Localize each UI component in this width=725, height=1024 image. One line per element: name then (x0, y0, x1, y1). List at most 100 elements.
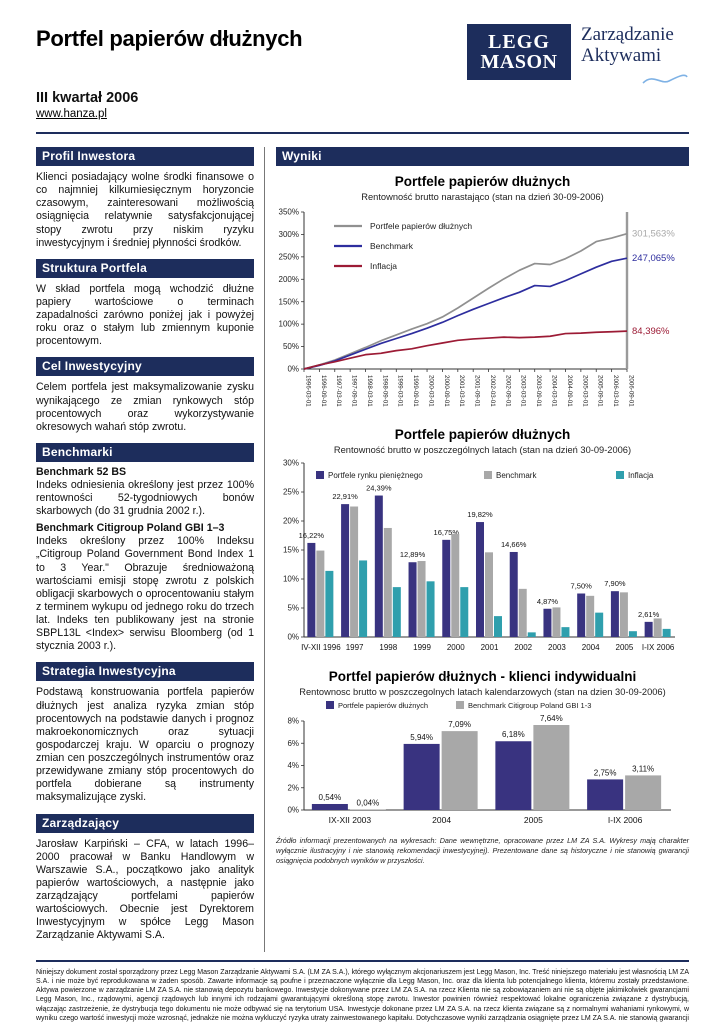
cumulative-returns-chart-block: Portfele papierów dłużnych Rentowność br… (276, 174, 689, 419)
report-period: III kwartał 2006 (36, 90, 139, 106)
y-tick-label: 2% (287, 783, 299, 792)
x-category-label: 2000 (447, 643, 465, 652)
yearly-returns-bar-chart: 0% 5% 10% 15% 20% 25% 30% 16,22% IV-XII 1996 22,9… (276, 457, 689, 661)
bar (561, 627, 570, 637)
section-header-profil: Profil Inwestora (36, 147, 254, 166)
bar (586, 595, 595, 637)
bar (383, 527, 392, 637)
section-header-strategia: Strategia Inwestycyjna (36, 662, 254, 682)
bar-value-label: 14,66% (501, 540, 527, 549)
y-tick-label: 5% (287, 604, 299, 613)
line-series-2 (303, 330, 628, 370)
bar (552, 607, 561, 637)
y-tick-label: 250% (279, 252, 299, 261)
bar (325, 570, 334, 637)
footer-divider (36, 959, 689, 962)
x-tick-label: 1999-09-01 (412, 375, 419, 407)
individual-clients-chart-block: Portfel papierów dłużnych - klienci indy… (276, 669, 689, 830)
bar-value-label: 0,04% (357, 799, 380, 808)
x-tick-label: 2002-03-01 (489, 375, 496, 407)
left-column: Profil Inwestora Klienci posiadający wol… (36, 147, 265, 952)
x-tick-label: 2000-03-01 (427, 375, 434, 407)
x-category-label: 2004 (582, 643, 600, 652)
logo-tagline-line1: Zarządzanie (581, 24, 674, 45)
bar (644, 621, 653, 637)
bar (476, 522, 484, 637)
bar (359, 560, 368, 637)
bar (311, 803, 348, 810)
x-tick-label: 1998-09-01 (381, 375, 388, 407)
bar (625, 775, 662, 810)
x-tick-label: 2001-09-01 (474, 375, 481, 407)
bar (653, 618, 662, 637)
chart1-title: Portfele papierów dłużnych (394, 174, 571, 189)
x-tick-label: 1996-09-01 (320, 375, 327, 407)
bar (619, 592, 628, 637)
logo-tagline-line2: Aktywami (581, 45, 662, 67)
bar (307, 542, 316, 637)
x-category-label: 2005 (616, 643, 634, 652)
chart3-title: Portfel papierów dłużnych - klienci indy… (328, 669, 637, 684)
x-tick-label: 2000-09-01 (443, 375, 450, 407)
x-category-label: 2004 (432, 815, 451, 825)
bar (341, 504, 350, 637)
x-category-label: I-IX 2006 (608, 815, 643, 825)
legend-swatch (316, 471, 324, 479)
page-title: Portfel papierów dłużnych (36, 26, 303, 51)
x-tick-label: 2004-03-01 (550, 375, 557, 407)
bar (408, 562, 417, 637)
chart3-subtitle: Rentownosc brutto w poszczegolnych latac… (299, 687, 666, 697)
bar (392, 587, 401, 637)
legend-swatch (616, 471, 624, 479)
bar (577, 593, 586, 637)
website-link[interactable]: www.hanza.pl (36, 108, 107, 120)
x-category-label: I-IX 2006 (642, 643, 675, 652)
section-struktura-portfela: Struktura Portfela W skład portfela mogą… (36, 258, 254, 349)
y-tick-label: 150% (279, 297, 299, 306)
benchmark-1-title: Benchmark 52 BS (36, 465, 127, 478)
chart1-subtitle: Rentowność brutto narastająco (stan na d… (361, 192, 604, 202)
bar-value-label: 2,75% (594, 768, 617, 777)
y-tick-label: 15% (283, 546, 299, 555)
y-tick-label: 200% (279, 275, 299, 284)
bar (442, 539, 451, 637)
x-tick-label: 2004-09-01 (566, 375, 573, 407)
x-category-label: IX-XII 2003 (329, 815, 372, 825)
bar (426, 581, 435, 637)
content-columns: Profil Inwestora Klienci posiadający wol… (0, 134, 725, 952)
section-benchmarki: Benchmarki Benchmark 52 BS Indeks odnies… (36, 442, 254, 654)
bar (485, 552, 493, 637)
y-tick-label: 10% (283, 575, 299, 584)
bar-value-label: 2,61% (638, 610, 660, 619)
individual-clients-bar-chart: 0% 2% 4% 6% 8% 0,54% 0,04% IX-XII 2003 5,94% 7,09… (276, 699, 689, 830)
x-category-label: 1999 (413, 643, 431, 652)
bar-value-label: 22,91% (332, 492, 358, 501)
website-line: www.hanza.pl (36, 108, 689, 120)
section-body-zarzadzajacy: Jarosław Karpiński – CFA, w latach 1996–… (36, 837, 254, 942)
bar (494, 616, 502, 637)
legend-label: Portfele rynku pieniężnego (328, 471, 423, 480)
end-value-label: 247,065% (632, 253, 675, 264)
benchmark-2-body: Indeks określony przez 100% Indeksu „Cit… (36, 535, 254, 653)
y-tick-label: 8% (287, 717, 299, 726)
legend-label: Inflacja (628, 471, 654, 480)
chart2-subtitle: Rentowność brutto w poszczególnych latac… (333, 445, 632, 455)
section-header-wyniki: Wyniki (276, 147, 689, 166)
bar (417, 561, 426, 637)
section-header-cel: Cel Inwestycyjny (36, 357, 254, 377)
section-body-strategia: Podstawą konstruowania portfela papierów… (36, 686, 254, 804)
bar-chart-svg: 0% 5% 10% 15% 20% 25% 30% 16,22% IV-XII 1996 22,9… (283, 459, 675, 652)
line-series-1 (303, 257, 628, 370)
x-tick-label: 1996-03-01 (304, 375, 311, 407)
header-divider (36, 132, 689, 134)
swoosh-icon (642, 74, 688, 84)
x-tick-label: 2001-03-01 (458, 375, 465, 407)
x-tick-label: 2006-03-01 (612, 375, 619, 407)
bar (595, 612, 604, 637)
x-tick-label: 1997-09-01 (351, 375, 358, 407)
x-tick-label: 2005-09-01 (597, 375, 604, 407)
x-category-label: IV-XII 1996 (301, 643, 341, 652)
y-tick-label: 0% (287, 365, 299, 374)
legend-label: Inflacja (370, 261, 397, 271)
section-body-profil: Klienci posiadający wolne środki finanso… (36, 171, 254, 249)
